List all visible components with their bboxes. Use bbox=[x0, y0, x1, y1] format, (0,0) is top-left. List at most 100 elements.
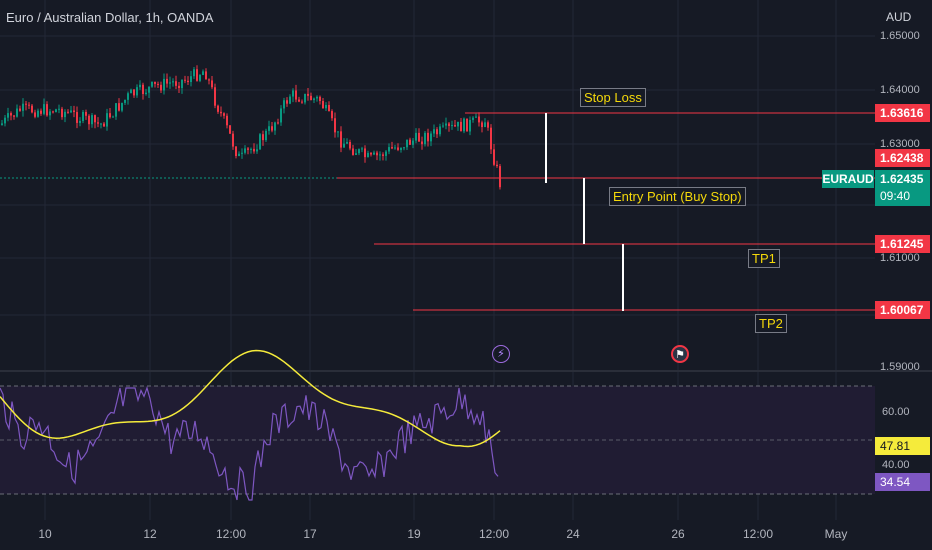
candle-body bbox=[238, 153, 240, 157]
candle-body bbox=[457, 121, 459, 127]
candle-body bbox=[250, 148, 252, 150]
currency-label[interactable]: AUD bbox=[886, 10, 912, 24]
entry-point-label[interactable]: Entry Point (Buy Stop) bbox=[609, 187, 746, 206]
candle-body bbox=[157, 83, 159, 85]
candle-body bbox=[277, 122, 279, 124]
tp2-label[interactable]: TP2 bbox=[755, 314, 787, 333]
candle-body bbox=[313, 98, 315, 101]
candle-body bbox=[229, 125, 231, 134]
candle-body bbox=[448, 123, 450, 127]
candle-body bbox=[322, 100, 324, 109]
candle-body bbox=[346, 142, 348, 144]
candle-body bbox=[184, 79, 186, 81]
candle-body bbox=[334, 118, 336, 133]
candle-body bbox=[22, 103, 24, 111]
candle-body bbox=[280, 108, 282, 123]
candle-body bbox=[361, 148, 363, 150]
last-price-tag: 1.62435 09:40 bbox=[875, 170, 930, 206]
candle-body bbox=[454, 125, 456, 127]
candle-body bbox=[412, 140, 414, 145]
candle-body bbox=[97, 122, 99, 124]
flag-event-icon[interactable]: ⚑ bbox=[671, 345, 689, 363]
candle-body bbox=[340, 131, 342, 148]
candle-body bbox=[46, 104, 48, 116]
candle-body bbox=[463, 118, 465, 132]
candle-body bbox=[175, 81, 177, 86]
candle-body bbox=[58, 108, 60, 110]
candle-body bbox=[208, 79, 210, 81]
candle-body bbox=[151, 81, 153, 87]
candle-body bbox=[367, 152, 369, 158]
candle-body bbox=[178, 85, 180, 89]
candle-body bbox=[364, 148, 366, 158]
candle-body bbox=[376, 152, 378, 156]
candle-body bbox=[328, 105, 330, 112]
candle-body bbox=[61, 108, 63, 118]
tp1-label[interactable]: TP1 bbox=[748, 249, 780, 268]
candle-body bbox=[55, 109, 57, 113]
candle-body bbox=[439, 126, 441, 135]
current-price-red-tag: 1.62438 bbox=[875, 149, 930, 167]
candle-body bbox=[304, 93, 306, 103]
time-label: 12:00 bbox=[478, 527, 510, 541]
candle-body bbox=[433, 129, 435, 134]
candle-body bbox=[166, 78, 168, 84]
candle-body bbox=[154, 81, 156, 84]
candle-body bbox=[220, 111, 222, 114]
candle-body bbox=[190, 76, 192, 83]
candle-body bbox=[67, 111, 69, 113]
candle-body bbox=[73, 110, 75, 113]
stop-loss-label[interactable]: Stop Loss bbox=[580, 88, 646, 107]
time-label: 19 bbox=[407, 527, 421, 541]
candle-body bbox=[478, 116, 480, 123]
candle-body bbox=[283, 100, 285, 109]
candle-body bbox=[124, 99, 126, 103]
candle-body bbox=[76, 112, 78, 123]
candle-body bbox=[493, 149, 495, 165]
lightning-event-icon[interactable]: ⚡︎ bbox=[492, 345, 510, 363]
candle-body bbox=[115, 103, 117, 117]
candle-body bbox=[112, 116, 114, 118]
candle-body bbox=[34, 112, 36, 117]
candle-body bbox=[226, 115, 228, 126]
candle-body bbox=[85, 111, 87, 116]
candlestick-series[interactable] bbox=[1, 65, 501, 190]
candle-body bbox=[358, 149, 360, 154]
candle-body bbox=[289, 96, 291, 104]
candle-body bbox=[292, 90, 294, 97]
time-label: 12:00 bbox=[215, 527, 247, 541]
candle-body bbox=[499, 166, 501, 188]
candle-body bbox=[142, 84, 144, 95]
price-tick: 1.65000 bbox=[880, 30, 920, 42]
candle-body bbox=[466, 118, 468, 132]
tp2-price-tag: 1.60067 bbox=[875, 301, 930, 319]
rsi-line bbox=[0, 386, 499, 501]
candle-body bbox=[397, 147, 399, 150]
candle-body bbox=[247, 148, 249, 150]
candle-body bbox=[472, 117, 474, 120]
candle-body bbox=[106, 113, 108, 127]
candle-body bbox=[223, 113, 225, 116]
candle-body bbox=[301, 101, 303, 103]
candle-body bbox=[52, 111, 54, 113]
time-label: 17 bbox=[303, 527, 317, 541]
candle-body bbox=[379, 154, 381, 156]
candle-body bbox=[148, 86, 150, 93]
candle-body bbox=[145, 92, 147, 95]
candle-body bbox=[415, 132, 417, 141]
candle-body bbox=[1, 123, 3, 125]
time-label: 10 bbox=[38, 527, 52, 541]
candle-body bbox=[217, 105, 219, 112]
candle-body bbox=[43, 104, 45, 114]
candle-body bbox=[385, 151, 387, 156]
candle-body bbox=[391, 147, 393, 149]
candle-body bbox=[388, 147, 390, 152]
candle-body bbox=[373, 152, 375, 155]
candle-body bbox=[421, 141, 423, 145]
candle-body bbox=[436, 129, 438, 135]
candle-body bbox=[427, 132, 429, 142]
candle-body bbox=[163, 78, 165, 91]
chart-title[interactable]: Euro / Australian Dollar, 1h, OANDA bbox=[6, 10, 214, 25]
candle-body bbox=[430, 133, 432, 142]
